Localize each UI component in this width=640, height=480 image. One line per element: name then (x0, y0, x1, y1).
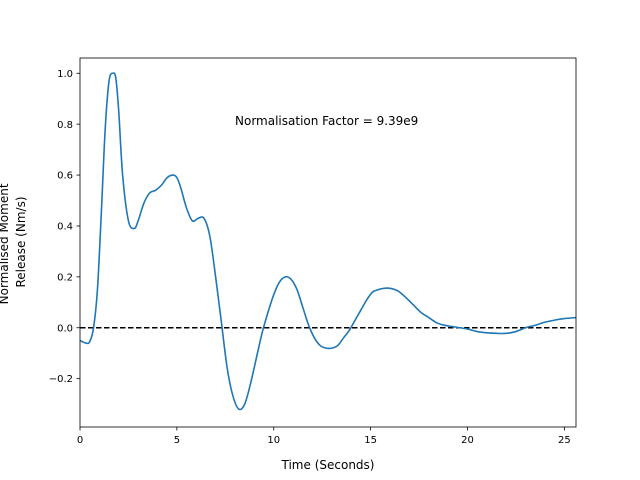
series-layer (80, 72, 576, 411)
y-tick-label: 0.0 (57, 323, 73, 334)
y-axis-label: Normalised Moment Release (Nm/s) (0, 180, 28, 305)
x-axis-label: Time (Seconds) (281, 458, 375, 472)
y-tick-label: 0.8 (57, 120, 73, 131)
y-tick-label: 0.4 (57, 222, 73, 233)
x-tick-label: 0 (77, 435, 83, 446)
x-tick-label: 25 (558, 435, 571, 446)
x-tick-label: 15 (364, 435, 377, 446)
plot-background (80, 58, 576, 427)
plot-frame (79, 57, 577, 428)
annotation: Normalisation Factor = 9.39e9 (235, 114, 418, 128)
y-tick-label: 0.6 (57, 171, 73, 182)
y-tick-label: 0.2 (57, 272, 73, 283)
x-tick-label: 5 (174, 435, 180, 446)
series-line-0 (80, 72, 576, 411)
y-tick-label: 1.0 (57, 69, 73, 80)
y-tick-label: −0.2 (49, 374, 73, 385)
x-tick-label: 20 (461, 435, 474, 446)
y-axis-label-line-2: Release (Nm/s) (14, 196, 28, 287)
x-axis-ticks: 0 5 10 15 20 25 (77, 427, 571, 446)
x-tick-label: 10 (267, 435, 280, 446)
y-axis-label-line-1: Normalised Moment (0, 183, 11, 304)
y-axis-ticks: −0.2 0.0 0.2 0.4 0.6 0.8 1.0 (49, 69, 80, 385)
